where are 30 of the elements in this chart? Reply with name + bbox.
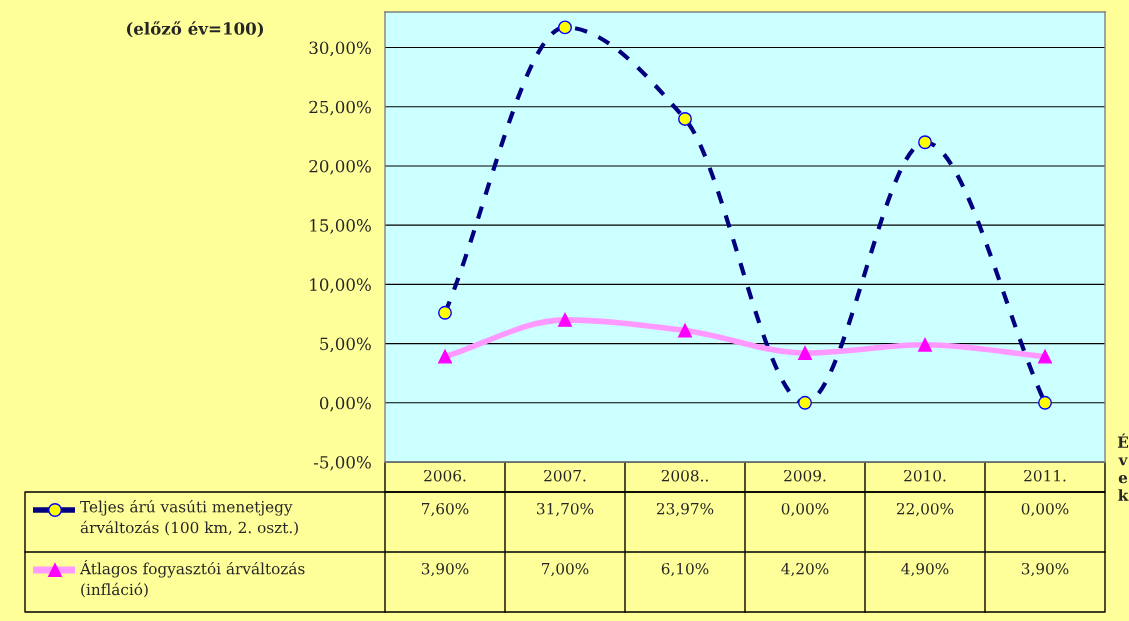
x-tick-label: 2006. <box>424 469 466 482</box>
data-label: 4,20% <box>781 562 829 577</box>
x-tick-label: 2007. <box>544 469 586 482</box>
data-label: 3,90% <box>1021 562 1069 577</box>
data-label: 4,90% <box>901 562 949 577</box>
x-tick-label: 2008.. <box>661 469 708 482</box>
data-label: 7,60% <box>422 502 469 517</box>
text: (előző év=100) <box>126 21 264 38</box>
data-label: 0,00% <box>1021 502 1069 517</box>
x-tick-label: 2010. <box>904 469 946 482</box>
data-label: 23,97% <box>656 502 714 517</box>
y-tick-label: 5,00% <box>320 337 371 353</box>
x-axis-title: Évek <box>1117 433 1129 501</box>
data-label: 3,90% <box>421 562 469 577</box>
legend-label: Teljes árú vasúti menetjegy árváltozás (100 km, 2. oszt.) <box>80 500 298 536</box>
y-tick-label: 0,00% <box>319 396 371 412</box>
y-tick-label: 30,00% <box>309 41 371 57</box>
data-label: 7,00% <box>542 562 589 577</box>
data-label: 0,00% <box>781 502 829 517</box>
data-label: 31,70% <box>537 502 594 517</box>
data-label: 22,00% <box>896 502 954 517</box>
legend-label: Átlagos fogyasztói árváltozás (infláció) <box>79 560 305 598</box>
y-tick-label: 10,00% <box>310 278 371 293</box>
y-tick-label: 25,00% <box>309 100 371 116</box>
x-tick-label: 2011. <box>1024 469 1066 482</box>
y-tick-label: 20,00% <box>309 159 371 175</box>
y-tick-label: -5,00% <box>313 455 371 471</box>
y-tick-label: 15,00% <box>310 219 371 234</box>
data-label: 6,10% <box>661 562 709 577</box>
x-tick-label: 2009. <box>784 469 826 482</box>
